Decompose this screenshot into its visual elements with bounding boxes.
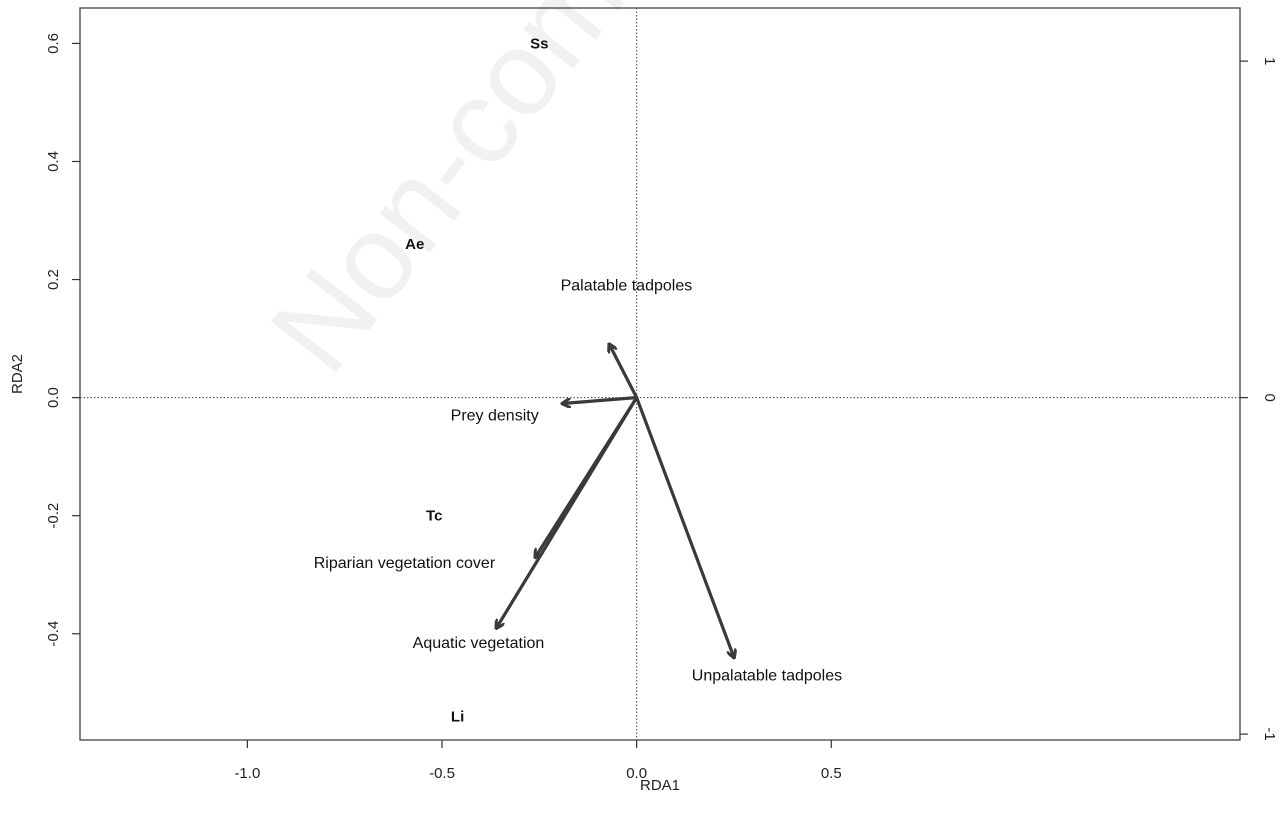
species-label: Ss [530,35,548,52]
vector-arrow [609,344,639,400]
vector-arrow [635,396,734,658]
vector-arrow [563,396,639,404]
x-tick-label: 0.5 [821,765,842,782]
watermark-text: Non-commercial [245,0,888,396]
plot-frame [79,7,1241,741]
species-label: Ae [405,236,424,253]
y-tick-label: -0.2 [45,503,62,529]
species-label: Li [451,708,464,725]
x-axis-title: RDA1 [640,777,680,794]
y2-tick-label: 0 [1261,393,1278,401]
vector-label: Prey density [451,408,539,425]
y-tick-label: 0.2 [45,269,62,290]
vector-label: Unpalatable tadpoles [692,667,842,684]
vector-label: Riparian vegetation cover [314,555,496,572]
y-axis-title: RDA2 [9,354,26,394]
vector-label: Aquatic vegetation [413,635,545,652]
y-tick-label: 0.4 [45,151,62,172]
x-tick-label: -1.0 [234,765,260,782]
vector-label: Palatable tadpoles [561,277,693,294]
y2-tick-label: -1 [1261,727,1278,740]
y-tick-label: 0.6 [45,33,62,54]
x-tick-label: -0.5 [429,765,455,782]
vector-arrow [497,396,639,628]
y-tick-label: 0.0 [45,387,62,408]
y2-tick-label: 1 [1261,57,1278,65]
species-label: Tc [426,508,442,525]
y-tick-label: -0.4 [45,621,62,647]
x-tick-label: 0.0 [626,765,647,782]
